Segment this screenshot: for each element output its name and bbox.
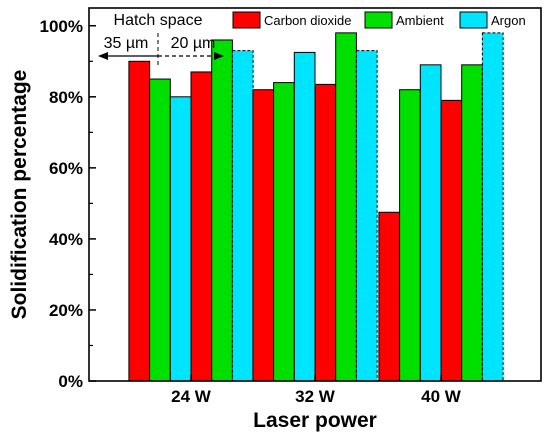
bar (293, 51, 316, 382)
bar (128, 60, 151, 382)
legend-label: Argon (491, 13, 526, 28)
bar (190, 71, 213, 382)
hatch-space-35um-label: 35 µm (104, 35, 149, 52)
legend-label: Ambient (396, 13, 444, 28)
legend-label: Carbon dioxide (264, 13, 351, 28)
hatch-space-annotation: Hatch space 35 µm 20 µm (98, 12, 224, 66)
bar (481, 32, 504, 382)
x-tick-label: 32 W (295, 387, 336, 406)
bar (273, 82, 295, 382)
bar (399, 89, 421, 382)
y-tick-label: 20% (49, 301, 83, 320)
x-tick-label: 24 W (171, 387, 212, 406)
y-axis-ticks: 0% 20% 40% 60% 80% 100% (40, 17, 96, 391)
y-tick-label: 100% (40, 17, 83, 36)
legend-swatch (364, 11, 393, 29)
y-tick-label: 40% (49, 230, 83, 249)
bar (355, 50, 378, 382)
bar (440, 99, 463, 382)
arrow-left-icon (98, 52, 108, 60)
x-tick-label: 40 W (421, 387, 462, 406)
bar (211, 39, 233, 382)
legend-swatch (232, 11, 261, 29)
y-tick-label: 60% (49, 159, 83, 178)
bar (461, 64, 483, 382)
hatch-space-title: Hatch space (114, 12, 203, 29)
y-axis-title: Solidification percentage (8, 70, 31, 320)
legend: Carbon dioxide Ambient Argon (232, 11, 526, 29)
bar (335, 32, 357, 382)
x-axis-ticks: 24 W 32 W 40 W (171, 375, 462, 406)
plot-frame (88, 7, 542, 382)
bar (149, 78, 171, 382)
legend-swatch (459, 11, 488, 29)
bar (419, 64, 442, 382)
bar (314, 83, 337, 382)
y-tick-label: 80% (49, 88, 83, 107)
bar (231, 50, 254, 382)
bar (169, 96, 192, 382)
bars-group (128, 32, 504, 382)
x-axis-title: Laser power (253, 409, 377, 432)
y-tick-label: 0% (58, 372, 83, 391)
hatch-space-20um-label: 20 µm (171, 35, 216, 52)
bar (378, 211, 401, 382)
arrow-right-icon (214, 52, 224, 60)
bar (252, 89, 275, 382)
